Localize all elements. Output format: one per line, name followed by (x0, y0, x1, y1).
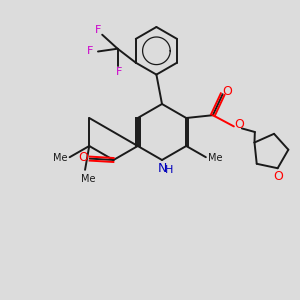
Text: Me: Me (53, 153, 68, 163)
Text: F: F (95, 25, 101, 35)
Text: Me: Me (208, 153, 222, 163)
Text: H: H (165, 165, 173, 175)
Text: O: O (223, 85, 232, 98)
Text: O: O (78, 151, 88, 164)
Text: Me: Me (81, 174, 95, 184)
Text: O: O (274, 170, 284, 183)
Text: N: N (157, 163, 167, 176)
Text: O: O (234, 118, 244, 131)
Text: F: F (87, 46, 93, 56)
Text: F: F (116, 67, 122, 76)
